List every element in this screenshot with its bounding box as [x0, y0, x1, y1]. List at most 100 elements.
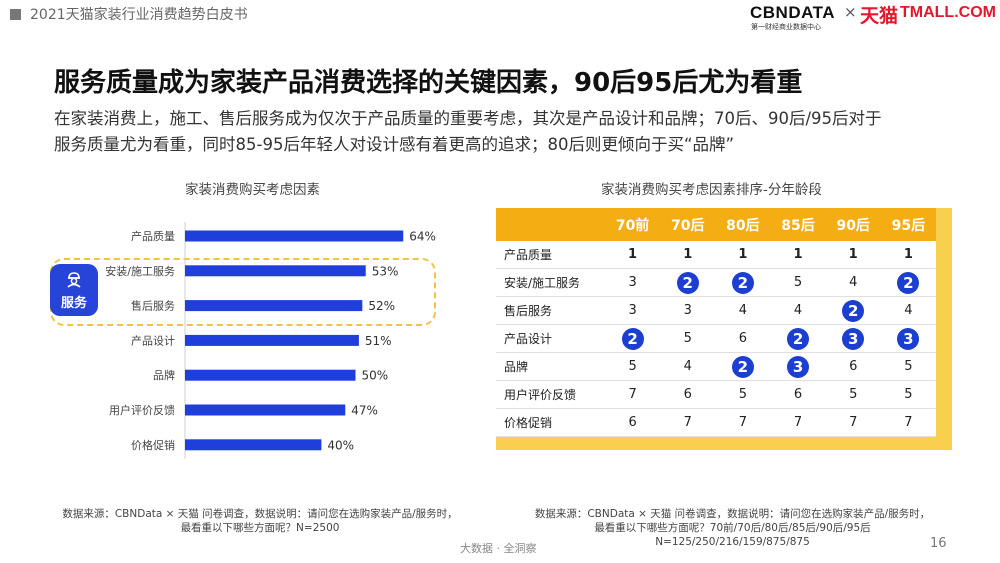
- table-header-row: 70前 70后 80后 85后 90后 95后: [496, 208, 936, 241]
- highlighted-rank-badge: 3: [897, 327, 920, 350]
- table-corner-cell: [496, 208, 605, 241]
- table-cell: 5: [605, 352, 661, 381]
- highlighted-rank-badge: 2: [897, 271, 920, 294]
- table-cell: 3: [660, 296, 716, 325]
- bar-category-label: 品牌: [153, 368, 175, 382]
- bar-value-label: 50%: [362, 369, 389, 383]
- ranking-table: 70前 70后 80后 85后 90后 95后 产品质量 1 1 1 1 1 1 安装/施工服务 3 2 2 5…: [496, 208, 936, 437]
- left-source-note: 数据来源：CBNData × 天猫 问卷调查，数据说明：请问您在选购家装产品/服…: [40, 507, 480, 535]
- table-row: 价格促销 6 7 7 7 7 7: [496, 408, 936, 437]
- highlighted-rank-badge: 2: [731, 271, 754, 294]
- table-cell: 3: [770, 352, 826, 381]
- table-cell: 7: [880, 408, 936, 437]
- logo-times-sign: ×: [844, 3, 857, 21]
- table-row: 用户评价反馈 7 6 5 6 5 5: [496, 380, 936, 409]
- table-row: 产品质量 1 1 1 1 1 1: [496, 241, 936, 269]
- table-body: 产品质量 1 1 1 1 1 1 安装/施工服务 3 2 2 5 4 2 售后服务 3 3 4 4 2 4 产品设计 2 5 6…: [496, 241, 936, 437]
- table-cell: 1: [605, 241, 661, 269]
- table-cell: 1: [660, 241, 716, 269]
- bar-value-label: 52%: [368, 299, 395, 313]
- table-column-header: 80后: [715, 208, 771, 241]
- table-cell: 3: [605, 296, 661, 325]
- highlighted-rank-badge: 2: [676, 271, 699, 294]
- bar: [185, 334, 359, 346]
- table-cell: 4: [770, 296, 826, 325]
- table-row: 安装/施工服务 3 2 2 5 4 2: [496, 268, 936, 297]
- document-title: 2021天猫家装行业消费趋势白皮书: [30, 7, 248, 23]
- bar-category-label: 用户评价反馈: [109, 403, 175, 417]
- left-note-line-1: 数据来源：CBNData × 天猫 问卷调查，数据说明：请问您在选购家装产品/服…: [62, 508, 458, 520]
- table-cell: 2: [880, 268, 936, 297]
- table-row: 产品设计 2 5 6 2 3 3: [496, 324, 936, 353]
- bar: [185, 369, 356, 381]
- table-cell: 2: [660, 268, 716, 297]
- bar-category-label: 产品设计: [131, 333, 175, 347]
- footer-brand: 大数据 · 全洞察: [460, 542, 537, 555]
- table-cell: 2: [715, 268, 771, 297]
- bar-chart: 产品质量 64% 安装/施工服务 53% 售后服务 52% 产品设计 51% 品牌 50% 用户评价…: [105, 222, 436, 459]
- table-cell: 2: [770, 324, 826, 353]
- table-row-label: 产品质量: [496, 241, 605, 269]
- table-column-header: 70前: [605, 208, 661, 241]
- table-cell: 6: [605, 408, 661, 437]
- tmall-logo-cn: 天猫: [860, 5, 899, 27]
- bar: [185, 404, 346, 416]
- table-cell: 7: [770, 408, 826, 437]
- table-cell: 5: [770, 268, 826, 297]
- table-row-label: 用户评价反馈: [496, 380, 605, 409]
- table-cell: 4: [880, 296, 936, 325]
- table-cell: 3: [605, 268, 661, 297]
- top-bar: 2021天猫家装行业消费趋势白皮书 CBNDATA 第一财经商业数据中心 × 天…: [0, 0, 1000, 34]
- table-cell: 7: [605, 380, 661, 409]
- table-cell: 5: [880, 352, 936, 381]
- table-cell: 4: [715, 296, 771, 325]
- bar-value-label: 40%: [327, 438, 354, 452]
- table-column-header: 95后: [880, 208, 936, 241]
- table-cell: 7: [715, 408, 771, 437]
- right-chart-title: 家装消费购买考虑因素排序-分年龄段: [601, 182, 822, 198]
- table-cell: 3: [825, 324, 881, 353]
- right-note-line-2: 最看重以下哪些方面呢？70前/70后/80后/85后/90后/95后: [594, 522, 871, 534]
- worker-icon: [67, 272, 81, 288]
- page-number: 16: [930, 536, 947, 551]
- service-tag: 服务: [50, 264, 98, 316]
- table-cell: 2: [825, 296, 881, 325]
- table-cell: 5: [715, 380, 771, 409]
- table-cell: 3: [880, 324, 936, 353]
- table-cell: 5: [660, 324, 716, 353]
- bar-category-label: 售后服务: [131, 299, 175, 313]
- table-cell: 1: [825, 241, 881, 269]
- highlighted-rank-badge: 2: [842, 299, 865, 322]
- bar: [185, 439, 322, 451]
- table-column-header: 70后: [660, 208, 716, 241]
- bar: [185, 230, 404, 242]
- table-row-label: 价格促销: [496, 408, 605, 437]
- bar-category-label: 产品质量: [131, 229, 175, 243]
- table-row-label: 售后服务: [496, 296, 605, 325]
- bar-value-label: 53%: [372, 264, 399, 278]
- subtitle-line-2: 服务质量尤为看重，同时85-95后年轻人对设计感有着更高的追求；80后则更倾向于…: [54, 135, 735, 154]
- left-note-line-2: 最看重以下哪些方面呢？N=2500: [180, 522, 340, 534]
- table-cell: 1: [770, 241, 826, 269]
- right-note-line-3: N=125/250/216/159/875/875: [655, 536, 810, 548]
- table-cell: 7: [825, 408, 881, 437]
- left-chart-title: 家装消费购买考虑因素: [185, 182, 320, 198]
- bar-value-label: 51%: [365, 334, 392, 348]
- highlighted-rank-badge: 2: [621, 327, 644, 350]
- bar-category-label: 安装/施工服务: [105, 264, 175, 278]
- bar-value-label: 64%: [409, 230, 436, 244]
- highlighted-rank-badge: 3: [842, 327, 865, 350]
- service-tag-label: 服务: [60, 296, 87, 311]
- subtitle-line-1: 在家装消费上，施工、售后服务成为仅次于产品质量的重要考虑，其次是产品设计和品牌；…: [54, 109, 882, 128]
- table-cell: 5: [825, 380, 881, 409]
- cbndata-logo: CBNDATA: [750, 3, 836, 22]
- highlighted-rank-badge: 3: [787, 355, 810, 378]
- right-note-line-1: 数据来源：CBNData × 天猫 问卷调查，数据说明：请问您在选购家装产品/服…: [534, 508, 931, 520]
- highlighted-rank-badge: 2: [731, 355, 754, 378]
- table-cell: 7: [660, 408, 716, 437]
- table-column-header: 85后: [770, 208, 826, 241]
- table-row-label: 产品设计: [496, 324, 605, 353]
- right-source-note: 数据来源：CBNData × 天猫 问卷调查，数据说明：请问您在选购家装产品/服…: [505, 507, 960, 549]
- table-cell: 2: [715, 352, 771, 381]
- table-column-header: 90后: [825, 208, 881, 241]
